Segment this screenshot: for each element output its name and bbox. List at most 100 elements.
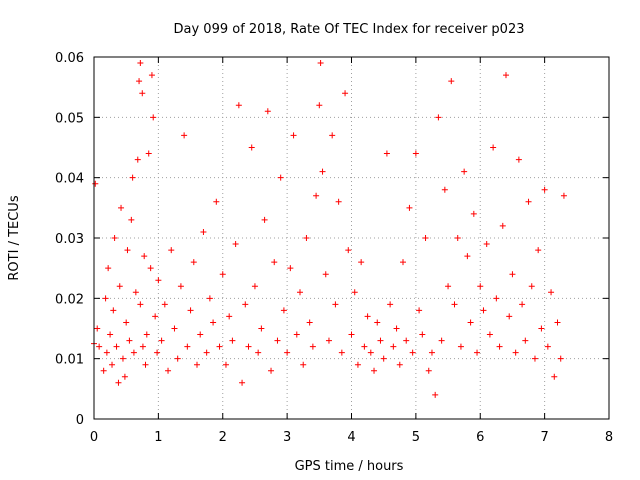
data-point: [242, 301, 249, 308]
y-tick-label: 0.05: [55, 111, 84, 126]
data-point: [316, 102, 323, 109]
data-point: [490, 144, 497, 151]
data-point: [361, 343, 368, 350]
data-point: [528, 283, 535, 290]
data-point: [152, 313, 159, 320]
data-point: [147, 265, 154, 272]
data-point: [105, 265, 112, 272]
data-point: [139, 343, 146, 350]
data-point: [268, 367, 275, 374]
data-point: [374, 319, 381, 326]
data-point: [358, 259, 365, 266]
y-tick-label: 0.06: [55, 51, 84, 66]
data-point: [102, 295, 109, 302]
data-point: [383, 150, 390, 157]
data-point: [287, 265, 294, 272]
y-tick-label: 0: [76, 413, 84, 428]
data-point: [293, 331, 300, 338]
data-point: [486, 331, 493, 338]
data-points: [91, 60, 567, 398]
data-point: [512, 349, 519, 356]
data-point: [235, 102, 242, 109]
data-point: [158, 337, 165, 344]
data-point: [171, 325, 178, 332]
data-point: [515, 156, 522, 163]
data-point: [137, 60, 144, 67]
data-point: [96, 343, 103, 350]
data-point: [332, 301, 339, 308]
x-tick-label: 3: [283, 430, 291, 445]
data-point: [222, 361, 229, 368]
data-point: [123, 319, 130, 326]
data-point: [454, 235, 461, 241]
data-point: [94, 325, 101, 332]
data-point: [226, 313, 233, 320]
data-point: [168, 247, 175, 254]
data-point: [200, 228, 207, 235]
data-point: [174, 355, 181, 362]
x-tick-label: 6: [476, 430, 484, 445]
x-tick-labels: 0 1 2 3 4 5 6 7 8: [90, 430, 613, 445]
data-point: [248, 144, 255, 151]
data-point: [335, 198, 342, 205]
data-point: [206, 295, 213, 302]
y-tick-label: 0.02: [55, 292, 84, 307]
data-point: [155, 277, 162, 284]
data-point: [184, 343, 191, 350]
data-point: [317, 60, 324, 67]
data-point: [390, 343, 397, 350]
data-point: [187, 307, 194, 314]
data-point: [551, 373, 558, 380]
data-point: [145, 150, 152, 157]
data-point: [322, 271, 329, 278]
data-point: [229, 337, 236, 344]
data-point: [522, 337, 529, 344]
data-point: [412, 150, 419, 157]
data-point: [377, 337, 384, 344]
data-point: [111, 235, 118, 241]
x-tick-label: 5: [412, 430, 420, 445]
data-point: [496, 343, 503, 350]
data-point: [277, 174, 284, 181]
x-axis-label: GPS time / hours: [295, 459, 404, 474]
y-tick-labels: 0 0.01 0.02 0.03 0.04 0.05 0.06: [55, 51, 84, 428]
data-point: [325, 337, 332, 344]
data-point: [313, 192, 320, 199]
data-point: [371, 367, 378, 374]
data-point: [280, 307, 287, 314]
data-point: [255, 349, 262, 356]
data-point: [245, 343, 252, 350]
data-point: [232, 241, 239, 248]
data-point: [367, 349, 374, 356]
data-point: [396, 361, 403, 368]
data-point: [538, 325, 545, 332]
y-tick-label: 0.03: [55, 232, 84, 247]
data-point: [354, 361, 361, 368]
data-point: [351, 289, 358, 296]
data-point: [129, 174, 136, 181]
data-point: [109, 361, 116, 368]
y-tick-label: 0.04: [55, 172, 84, 187]
data-point: [445, 283, 452, 290]
data-point: [181, 132, 188, 139]
data-point: [380, 355, 387, 362]
data-point: [92, 180, 99, 187]
data-point: [107, 331, 114, 338]
data-point: [137, 301, 144, 308]
data-point: [150, 114, 157, 121]
data-point: [284, 349, 291, 356]
data-point: [216, 343, 223, 350]
data-point: [548, 289, 555, 296]
data-point: [503, 72, 509, 79]
data-point: [271, 259, 278, 266]
data-point: [345, 247, 352, 254]
data-point: [139, 90, 146, 97]
data-point: [110, 307, 117, 314]
data-point: [531, 355, 538, 362]
data-point: [416, 307, 423, 314]
data-point: [121, 373, 128, 380]
data-point: [541, 186, 548, 193]
data-point: [461, 168, 468, 175]
data-point: [493, 295, 500, 302]
x-tick-label: 1: [154, 430, 162, 445]
